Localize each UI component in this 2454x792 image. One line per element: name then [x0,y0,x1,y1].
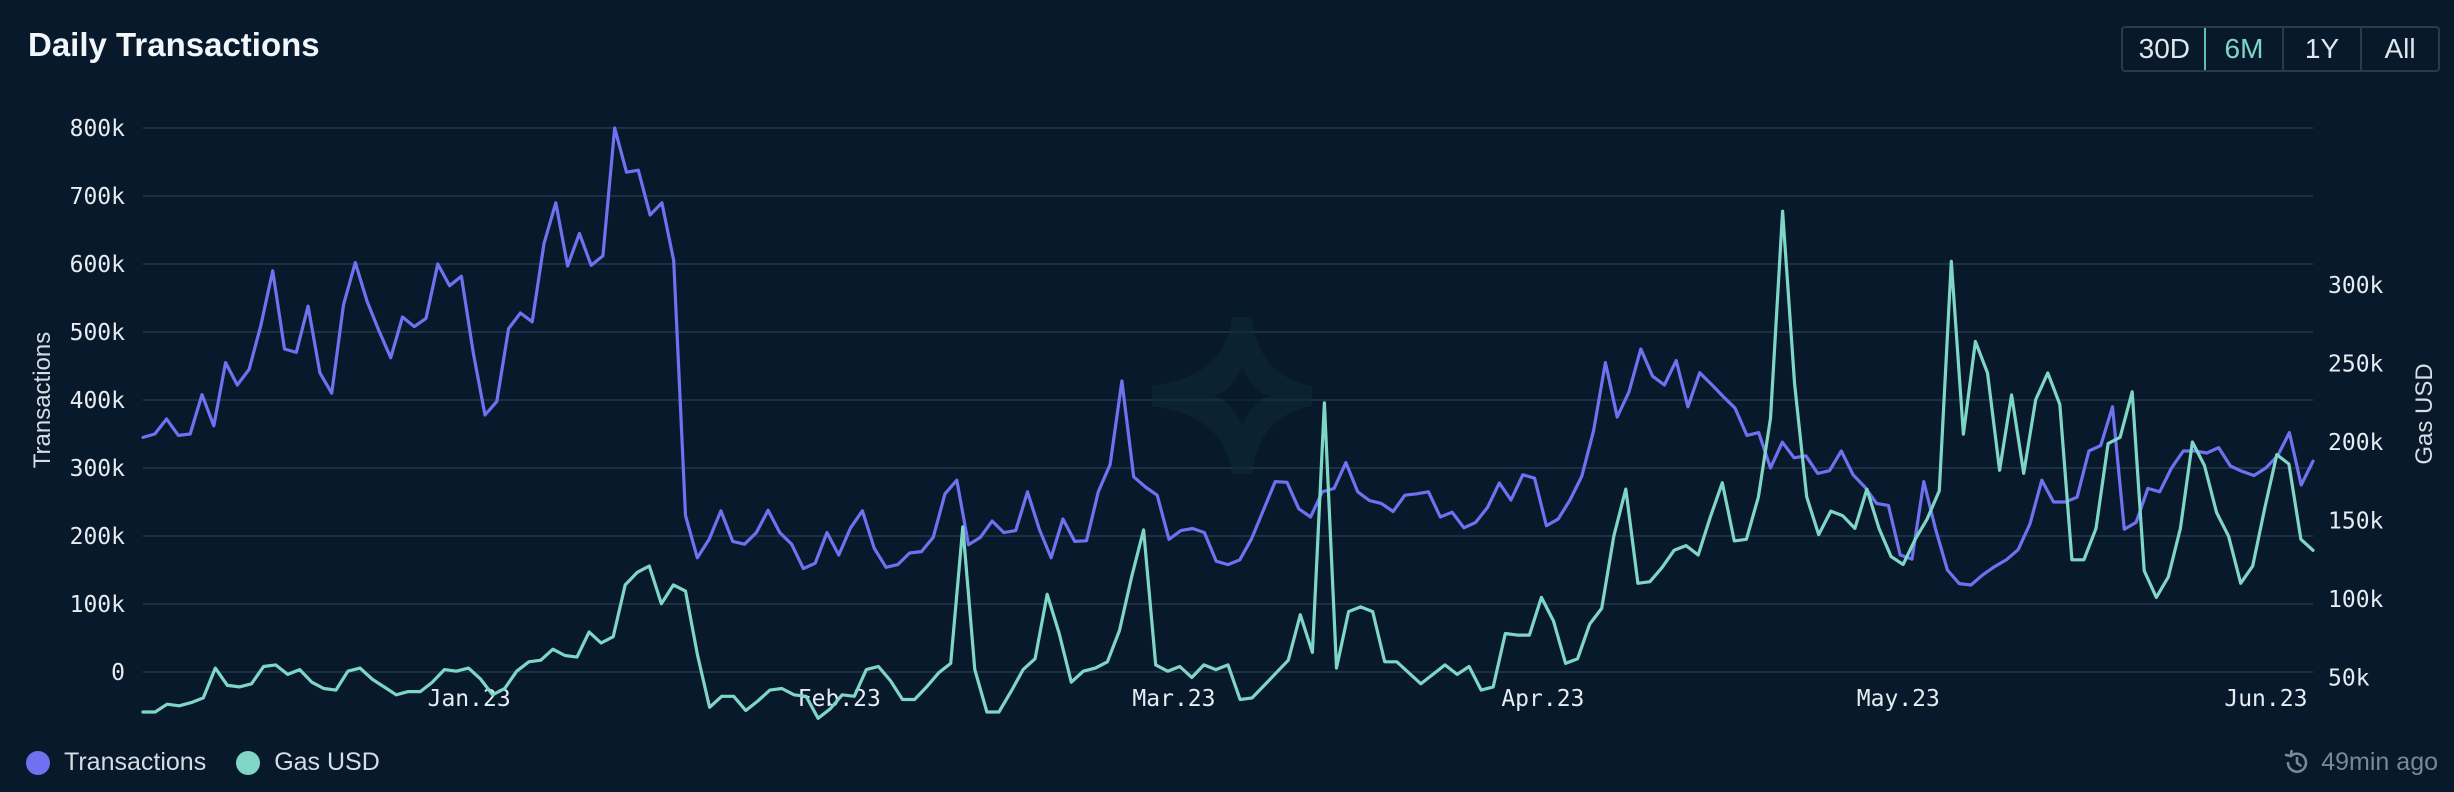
time-range-selector: 30D 6M 1Y All [2120,26,2440,72]
series-line-gas-usd [141,209,2315,720]
range-button-30d[interactable]: 30D [2138,33,2190,64]
y-right-tick-label: 100k [2328,587,2384,613]
y-left-tick-label: 300k [70,456,126,482]
y-right-tick-label: 50k [2328,666,2370,692]
y-left-tick-label: 100k [70,592,126,618]
legend-label-gas-usd: Gas USD [274,748,380,776]
y-right-tick-label: 200k [2328,430,2384,456]
legend-dot-transactions [26,750,50,775]
legend-item-gas-usd[interactable]: Gas USD [236,748,380,777]
legend-item-transactions[interactable]: Transactions [26,748,206,777]
legend-dot-gas-usd [236,750,261,775]
last-updated: 49min ago [2283,748,2438,777]
y-left-tick-label: 500k [70,320,126,346]
legend-label-transactions: Transactions [64,748,207,776]
x-tick-label: Mar.23 [1132,686,1215,712]
x-tick-label: Jan.23 [428,686,511,712]
y-axis-left-title: Transactions [29,332,56,469]
last-updated-text: 49min ago [2321,748,2438,776]
chart-legend: Transactions Gas USD [26,748,380,777]
x-tick-label: Apr.23 [1501,686,1584,712]
range-button-1y[interactable]: 1Y [2282,28,2360,70]
line-chart: 0 100k 200k 300k 400k 500k 600k 700k 800k 50k 100… [29,116,2438,720]
range-button-6m[interactable]: 6M [2204,28,2284,70]
y-axis-right-title: Gas USD [2411,363,2438,464]
y-right-tick-label: 300k [2328,273,2384,299]
y-right-tick-label: 150k [2328,509,2384,535]
y-right-tick-label: 250k [2328,352,2384,378]
range-button-all[interactable]: All [2360,28,2438,70]
y-left-tick-label: 0 [111,660,125,686]
y-left-tick-label: 800k [70,116,126,142]
y-left-tick-label: 200k [70,524,126,550]
history-clock-icon [2284,749,2308,773]
watermark-logo-icon [1152,317,1312,474]
x-tick-label: May.23 [1857,686,1940,712]
x-tick-label: Jun.23 [2224,686,2307,712]
y-left-tick-label: 400k [70,388,126,414]
chart-title: Daily Transactions [28,26,320,63]
y-left-tick-label: 700k [70,184,126,210]
series-line-transactions [141,126,2315,587]
y-left-tick-label: 600k [70,252,126,278]
